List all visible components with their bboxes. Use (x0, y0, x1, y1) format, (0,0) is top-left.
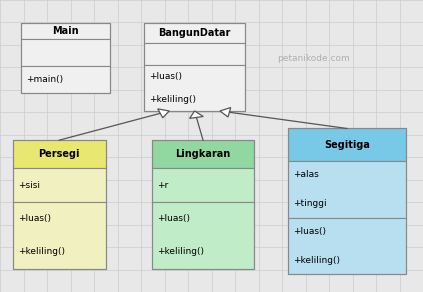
Polygon shape (220, 107, 231, 117)
Bar (21, 23, 110, 39)
Bar (288, 218, 406, 274)
Bar (152, 140, 254, 269)
Text: +main(): +main() (26, 75, 63, 84)
Text: +keliling(): +keliling() (149, 95, 196, 104)
Bar (152, 168, 254, 202)
Text: +alas: +alas (293, 170, 319, 179)
Text: +tinggi: +tinggi (293, 199, 326, 208)
Bar (21, 66, 110, 93)
Polygon shape (158, 109, 169, 118)
Text: +luas(): +luas() (18, 214, 51, 223)
Bar (144, 23, 245, 111)
Bar (13, 168, 106, 202)
Bar (152, 202, 254, 269)
Bar (13, 140, 106, 269)
Text: +keliling(): +keliling() (18, 247, 65, 256)
Bar (288, 161, 406, 218)
Bar (21, 39, 110, 66)
Text: +keliling(): +keliling() (157, 247, 204, 256)
Bar (288, 128, 406, 161)
Bar (13, 202, 106, 269)
Polygon shape (190, 111, 203, 118)
Text: +sisi: +sisi (18, 181, 40, 190)
Text: BangunDatar: BangunDatar (158, 28, 231, 38)
Text: Main: Main (52, 26, 79, 36)
Text: Persegi: Persegi (38, 149, 80, 159)
Text: +keliling(): +keliling() (293, 256, 340, 265)
Text: Lingkaran: Lingkaran (176, 149, 231, 159)
Text: petanikode.com: petanikode.com (277, 54, 349, 63)
Text: +luas(): +luas() (157, 214, 190, 223)
Bar (152, 140, 254, 168)
Bar (144, 43, 245, 65)
Text: +r: +r (157, 181, 169, 190)
Bar (21, 23, 110, 93)
Text: +luas(): +luas() (293, 227, 326, 236)
Bar (288, 128, 406, 274)
Bar (144, 65, 245, 111)
Text: +luas(): +luas() (149, 72, 182, 81)
Bar (13, 140, 106, 168)
Bar (144, 23, 245, 43)
Text: Segitiga: Segitiga (324, 140, 370, 150)
